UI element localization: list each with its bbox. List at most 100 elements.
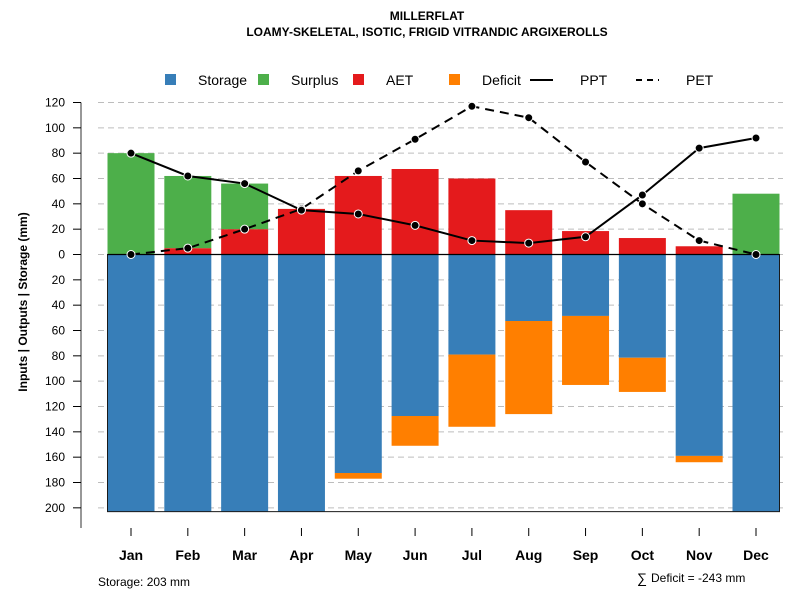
x-axis: Jan Feb Mar Apr May Jun Jul Aug Sep Oct Nov Dec [119, 528, 769, 563]
y-tick-label: 100 [45, 121, 65, 135]
x-tick-label: Feb [175, 547, 200, 563]
y-axis: 1201008060402002040608010012014016018020… [45, 96, 82, 528]
legend-label-deficit: Deficit [482, 72, 521, 88]
legend: Storage Surplus AET Deficit PPT PET [165, 72, 714, 88]
x-tick-label: Apr [289, 547, 314, 563]
point-ppt [353, 209, 363, 219]
point-ppt [581, 232, 591, 242]
point-ppt [751, 133, 761, 143]
deficit-annotation: Deficit = -243 mm [651, 571, 745, 585]
bar-storage [505, 254, 553, 321]
x-tick-label: Mar [232, 547, 257, 563]
y-tick-label: 80 [52, 349, 66, 363]
bar-storage [221, 254, 269, 512]
legend-label-pet: PET [686, 72, 714, 88]
bar-storage [732, 254, 780, 512]
y-axis-label: Inputs | Outputs | Storage (mm) [16, 212, 30, 391]
legend-label-storage: Storage [198, 72, 247, 88]
x-tick-label: Jan [119, 547, 143, 563]
bar-aet [277, 208, 325, 255]
chart-title: MILLERFLAT [390, 9, 465, 23]
y-tick-label: 60 [52, 172, 66, 186]
bar-storage [164, 254, 212, 512]
x-tick-label: Oct [631, 547, 655, 563]
bar-aet [562, 231, 610, 255]
gridlines [98, 102, 783, 509]
point-pet [240, 224, 250, 234]
bar-storage [675, 254, 723, 456]
point-pet [467, 101, 477, 111]
bar-aet [618, 238, 666, 255]
x-tick-label: Jun [403, 547, 428, 563]
bar-aet [675, 246, 723, 255]
legend-label-ppt: PPT [580, 72, 608, 88]
x-tick-label: May [345, 547, 372, 563]
bar-deficit [448, 354, 496, 427]
y-tick-label: 200 [45, 501, 65, 515]
bar-storage [277, 254, 325, 512]
x-tick-label: Aug [515, 547, 542, 563]
bars [107, 153, 780, 513]
point-pet [126, 250, 136, 259]
point-ppt [296, 205, 306, 215]
bar-surplus [732, 193, 780, 255]
line-ppt [130, 136, 757, 245]
bar-deficit [675, 455, 723, 463]
point-ppt [183, 171, 193, 181]
legend-swatch-storage [165, 74, 176, 85]
point-ppt [240, 179, 250, 189]
bar-deficit [505, 321, 553, 415]
bar-storage [107, 254, 155, 512]
x-tick-label: Sep [573, 547, 599, 563]
point-pet [183, 243, 193, 253]
point-ppt [126, 148, 136, 158]
point-ppt [694, 143, 704, 153]
bar-aet [391, 169, 439, 255]
y-tick-label: 100 [45, 374, 65, 388]
legend-swatch-aet [353, 74, 364, 85]
point-pet [751, 250, 761, 259]
legend-swatch-surplus [258, 74, 269, 85]
point-pet [581, 157, 591, 167]
bar-deficit [562, 315, 610, 385]
legend-label-surplus: Surplus [291, 72, 338, 88]
deficit-sum-symbol: ∑ [637, 570, 647, 586]
lines [126, 101, 761, 259]
point-pet [694, 236, 704, 246]
y-tick-label: 80 [52, 146, 66, 160]
point-ppt [524, 238, 534, 248]
bar-storage [618, 254, 666, 358]
bar-deficit [334, 473, 382, 479]
y-tick-label: 0 [58, 248, 65, 262]
y-tick-label: 160 [45, 450, 65, 464]
y-tick-label: 40 [52, 197, 66, 211]
y-tick-label: 120 [45, 400, 65, 414]
x-tick-label: Dec [743, 547, 769, 563]
point-ppt [637, 190, 647, 200]
y-tick-label: 140 [45, 425, 65, 439]
y-tick-label: 120 [45, 96, 65, 110]
y-tick-label: 40 [52, 298, 66, 312]
x-tick-label: Jul [462, 547, 482, 563]
point-pet [637, 199, 647, 209]
point-pet [410, 134, 420, 144]
bar-storage [562, 254, 610, 316]
y-tick-label: 180 [45, 476, 65, 490]
line-pet [130, 105, 757, 256]
y-tick-label: 60 [52, 324, 66, 338]
point-pet [524, 113, 534, 123]
y-tick-label: 20 [52, 273, 66, 287]
storage-annotation: Storage: 203 mm [98, 575, 190, 589]
bar-aet [505, 210, 553, 255]
point-ppt [467, 236, 477, 246]
point-ppt [410, 220, 420, 230]
point-pet [353, 166, 363, 176]
legend-swatch-deficit [449, 74, 460, 85]
legend-label-aet: AET [386, 72, 414, 88]
chart-subtitle: LOAMY-SKELETAL, ISOTIC, FRIGID VITRANDIC… [246, 25, 607, 39]
x-tick-label: Nov [686, 547, 713, 563]
bar-surplus [164, 175, 212, 249]
y-tick-label: 20 [52, 222, 66, 236]
bar-deficit [391, 416, 439, 446]
